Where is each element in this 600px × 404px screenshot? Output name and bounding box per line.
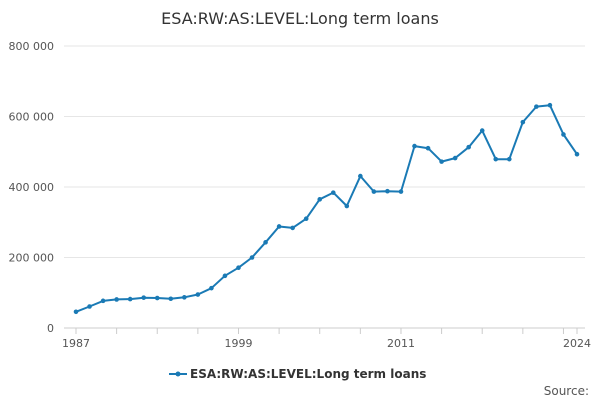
legend-marker-icon — [175, 371, 181, 377]
data-point — [182, 295, 187, 300]
y-axis-labels: 0 200 000 400 000 600 000 800 000 — [9, 40, 55, 335]
y-tick-label: 0 — [47, 322, 54, 335]
legend[interactable]: ESA:RW:AS:LEVEL:Long term loans — [169, 367, 426, 381]
x-axis: 1987 1999 2011 2024 — [62, 328, 591, 350]
data-point — [303, 216, 309, 222]
data-point — [87, 304, 92, 309]
data-point — [290, 225, 295, 231]
legend-label: ESA:RW:AS:LEVEL:Long term loans — [190, 367, 426, 381]
data-point — [493, 156, 499, 162]
data-point — [425, 145, 431, 151]
data-point — [222, 273, 228, 279]
data-point — [114, 297, 119, 302]
data-point — [263, 240, 268, 245]
data-point — [154, 295, 160, 301]
y-tick-label: 200 000 — [9, 252, 55, 265]
data-point — [100, 298, 106, 304]
data-point — [276, 224, 282, 229]
x-tick-label: 2011 — [387, 337, 415, 350]
data-point — [466, 144, 471, 150]
data-point — [547, 102, 553, 108]
data-point — [249, 255, 255, 260]
data-point — [561, 132, 566, 137]
y-tick-label: 400 000 — [9, 181, 55, 194]
data-point — [330, 190, 336, 195]
data-point — [452, 155, 458, 161]
data-point — [534, 104, 539, 109]
data-point — [168, 296, 174, 302]
data-point — [195, 292, 201, 297]
data-point — [412, 143, 417, 149]
data-point — [344, 203, 350, 209]
data-point — [73, 309, 79, 315]
data-point — [398, 189, 404, 194]
data-point — [385, 188, 390, 194]
data-point — [520, 119, 526, 125]
data-point — [358, 173, 363, 179]
series-line — [75, 104, 578, 313]
data-point — [439, 159, 444, 164]
data-point — [317, 197, 323, 202]
data-point — [574, 151, 580, 157]
x-tick-label: 1987 — [62, 337, 90, 350]
y-tick-label: 600 000 — [9, 111, 55, 124]
series-group — [73, 102, 580, 315]
data-point — [371, 189, 377, 194]
data-point — [127, 296, 133, 302]
source-label: Source: — [544, 384, 589, 398]
x-tick-label: 2024 — [563, 337, 591, 350]
x-tick-label: 1999 — [224, 337, 252, 350]
data-point — [506, 156, 512, 162]
data-point — [479, 128, 485, 133]
chart-title: ESA:RW:AS:LEVEL:Long term loans — [161, 9, 439, 28]
data-point — [141, 295, 147, 300]
data-point — [209, 285, 214, 291]
grid-lines — [64, 45, 585, 258]
y-tick-label: 800 000 — [9, 40, 55, 53]
data-point — [236, 265, 241, 271]
